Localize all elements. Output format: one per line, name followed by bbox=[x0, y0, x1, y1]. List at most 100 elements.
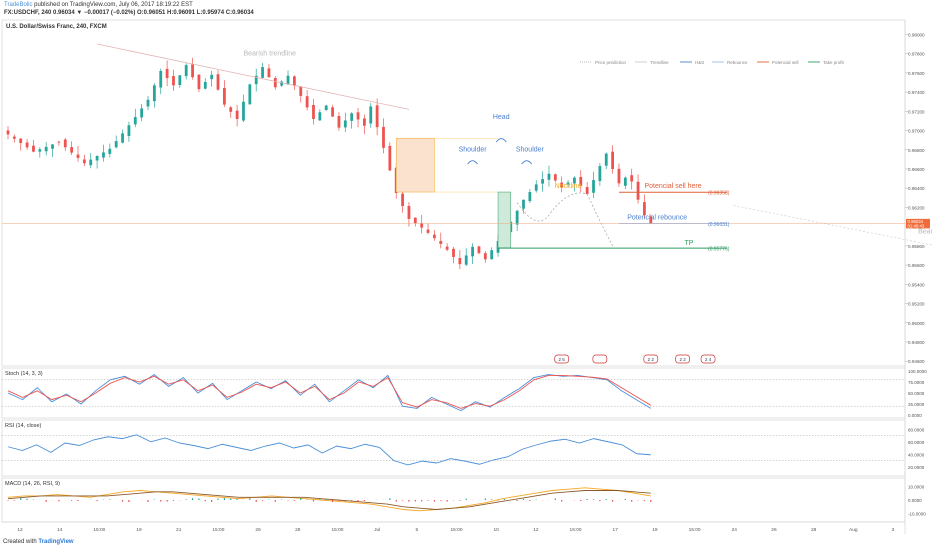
y-tick-label: 0.98000 bbox=[908, 32, 925, 37]
candle-body bbox=[407, 205, 411, 219]
publish-info: TradeBolic published on TradingView.com,… bbox=[4, 2, 193, 8]
candle-body bbox=[477, 246, 481, 254]
pane-y-tick-1: 100.0000 bbox=[908, 369, 927, 374]
candle-body bbox=[248, 84, 252, 105]
candle-body bbox=[184, 65, 188, 77]
candle-body bbox=[426, 229, 430, 233]
y-tick-label: 0.97800 bbox=[908, 52, 925, 57]
sell-label: Potencial sell here bbox=[644, 183, 701, 190]
y-tick-label: 0.96400 bbox=[908, 186, 925, 191]
rebound-label: Potencial rebounce bbox=[627, 215, 687, 222]
candle-body bbox=[267, 68, 271, 78]
candle-body bbox=[413, 217, 417, 224]
candle-body bbox=[159, 70, 163, 88]
x-tick-label: 17 bbox=[613, 527, 619, 533]
event-flag-label-4: 2 4 bbox=[705, 357, 712, 362]
candle-body bbox=[617, 168, 621, 184]
pane-y-tick-3: 10.0000 bbox=[908, 484, 925, 489]
tp-label: TP bbox=[685, 240, 694, 247]
candle-body bbox=[464, 255, 468, 265]
pattern-height-box bbox=[395, 137, 435, 193]
candle-body bbox=[592, 180, 595, 193]
y-tick-label: 0.95600 bbox=[908, 263, 925, 268]
pane-title-3: MACD (14, 26, RSI, 9) bbox=[5, 481, 60, 487]
candle-body bbox=[121, 133, 124, 143]
candle-body bbox=[585, 187, 589, 194]
candle-body bbox=[388, 145, 392, 171]
y-tick-label: 0.97600 bbox=[908, 71, 925, 76]
x-tick-label: 26 bbox=[255, 527, 261, 533]
head-arc bbox=[495, 138, 507, 143]
candle-body bbox=[172, 76, 175, 86]
pane-y-tick-2: 60.0000 bbox=[908, 440, 925, 445]
candle-body bbox=[82, 159, 86, 164]
candle-body bbox=[649, 216, 653, 224]
candle-body bbox=[222, 87, 226, 105]
legend-label-4: Potencial sell bbox=[772, 60, 799, 65]
tradingview-logo[interactable]: TradingView bbox=[38, 539, 74, 545]
candle-body bbox=[95, 155, 99, 161]
candle-body bbox=[57, 141, 61, 143]
candle-body bbox=[254, 75, 258, 85]
event-flag-label-0: 2 5 bbox=[559, 357, 566, 362]
y-tick-label: 0.97000 bbox=[908, 129, 925, 134]
candle-body bbox=[114, 141, 118, 148]
legend-label-3: Rebounce bbox=[727, 60, 748, 65]
event-flag-4 bbox=[700, 354, 716, 364]
candles bbox=[6, 57, 653, 270]
legend-label-0: Price prediction bbox=[595, 60, 627, 65]
bearish-trendline-1-label: Bearish trendline bbox=[243, 51, 296, 58]
candle-body bbox=[458, 258, 462, 265]
candle-body bbox=[636, 181, 640, 200]
tp-projection-box bbox=[497, 191, 512, 249]
candle-body bbox=[515, 210, 519, 225]
candle-body bbox=[356, 112, 360, 120]
y-tick-label: 0.96200 bbox=[908, 205, 925, 210]
author-name[interactable]: TradeBolic bbox=[4, 2, 33, 8]
pane-frame-0 bbox=[1, 19, 906, 367]
x-tick-label: 19 bbox=[652, 527, 658, 533]
x-tick-label: 21 bbox=[176, 527, 182, 533]
x-tick-label: 24 bbox=[732, 527, 738, 533]
series-line-3-1 bbox=[7, 490, 651, 510]
pane-y-tick-3: -10.0000 bbox=[908, 512, 926, 517]
pane-title-1: Stoch (14, 3, 3) bbox=[5, 371, 43, 377]
candle-body bbox=[553, 174, 557, 181]
x-tick-label: Aug bbox=[849, 527, 858, 533]
x-tick-label: 26 bbox=[771, 527, 777, 533]
x-tick-label: 15:00 bbox=[689, 527, 701, 533]
candle-body bbox=[331, 107, 334, 117]
y-tick-label: 0.95000 bbox=[908, 321, 925, 326]
created-with: Created with bbox=[3, 539, 37, 545]
candle-body bbox=[89, 159, 93, 166]
candle-body bbox=[643, 202, 646, 216]
x-tick-label: 15:00 bbox=[93, 527, 105, 533]
candle-body bbox=[573, 177, 576, 184]
x-tick-label: 14 bbox=[57, 527, 63, 533]
chart-title: U.S. Dollar/Swiss Franc, 240, FXCM bbox=[6, 24, 107, 30]
candle-body bbox=[598, 166, 602, 181]
candle-body bbox=[560, 182, 564, 188]
candle-body bbox=[445, 246, 449, 250]
y-tick-label: 0.95400 bbox=[908, 282, 925, 287]
current-price-time: 01:40:43 bbox=[908, 223, 925, 228]
candle-body bbox=[604, 153, 608, 166]
sell-value: (0.96358) bbox=[708, 191, 730, 197]
series-line-2-0 bbox=[7, 434, 651, 466]
event-flag-2 bbox=[643, 354, 659, 364]
chart-canvas[interactable]: 0.98000 0.97800 0.97600 0.97400 0.97200 0.970… bbox=[0, 0, 932, 537]
candle-body bbox=[70, 147, 74, 153]
x-tick-label: 15:00 bbox=[570, 527, 582, 533]
pane-y-tick-3: 0.0000 bbox=[908, 498, 922, 503]
x-tick-label: 12 bbox=[17, 527, 23, 533]
head-label: Head bbox=[493, 114, 510, 121]
pane-y-tick-1: 0.0000 bbox=[908, 413, 922, 418]
candle-body bbox=[420, 223, 424, 228]
candle-body bbox=[273, 78, 277, 88]
y-tick-label: 0.95200 bbox=[908, 302, 925, 307]
pane-y-tick-2: 40.0000 bbox=[908, 452, 925, 457]
x-tick-label: 15:00 bbox=[450, 527, 462, 533]
candle-body bbox=[191, 64, 194, 78]
candle-body bbox=[382, 126, 385, 148]
x-tick-label: 15:00 bbox=[331, 527, 343, 533]
